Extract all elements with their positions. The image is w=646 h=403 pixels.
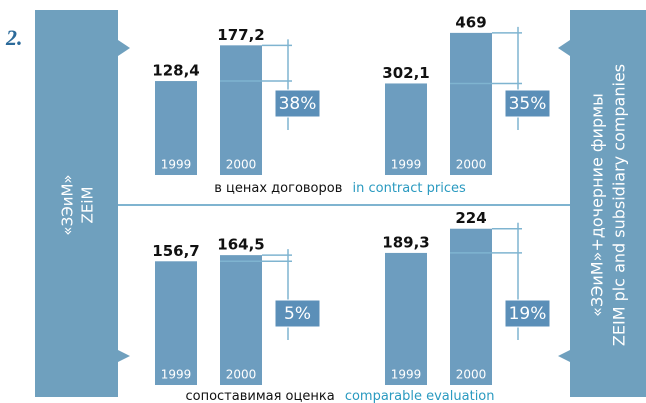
figure-number: 2. [5,25,23,50]
bar [220,255,262,385]
row-label-en: in contract prices [353,181,466,196]
bar [155,261,197,385]
percent-box [274,299,321,328]
right-panel-label: ZEIM plc and subsidiary companies [610,64,629,346]
row-label-ru: в ценах договоров [214,181,342,196]
row-label-ru: сопоставимая оценка [185,389,334,403]
left-panel-label: «ЗЭиМ» [59,174,77,235]
year-label: 2000 [226,158,257,172]
year-label: 2000 [456,368,487,382]
row-label-en: comparable evaluation [345,389,495,403]
percent-box [274,89,321,118]
right-panel-label: «ЗЭиМ»+дочерние фирмы [588,93,607,317]
bar [450,228,492,385]
value-label: 164,5 [217,236,264,254]
value-label: 302,1 [382,64,429,82]
bar [220,45,262,176]
percent-label: 19% [509,304,547,324]
year-label: 1999 [391,368,422,382]
percent-box [504,299,551,328]
bar [450,32,492,176]
year-label: 2000 [456,158,487,172]
value-label: 156,7 [152,242,199,260]
value-label: 469 [455,13,486,31]
year-label: 1999 [161,368,192,382]
percent-box [504,89,551,118]
left-panel-label: ZEiM [79,187,97,224]
year-label: 2000 [226,368,257,382]
value-label: 128,4 [152,62,199,80]
bar [155,81,197,175]
year-label: 1999 [161,158,192,172]
right-panel [558,10,646,397]
value-label: 224 [455,209,486,227]
bar [385,252,427,385]
percent-label: 38% [279,94,317,114]
percent-label: 5% [284,304,311,324]
bar [385,83,427,175]
left-panel [35,10,130,397]
row-label: в ценах договоров in contract prices [214,181,466,196]
value-label: 177,2 [217,26,264,44]
value-label: 189,3 [382,233,429,251]
percent-label: 35% [509,94,547,114]
row-label: сопоставимая оценка comparable evaluatio… [185,389,494,403]
year-label: 1999 [391,158,422,172]
